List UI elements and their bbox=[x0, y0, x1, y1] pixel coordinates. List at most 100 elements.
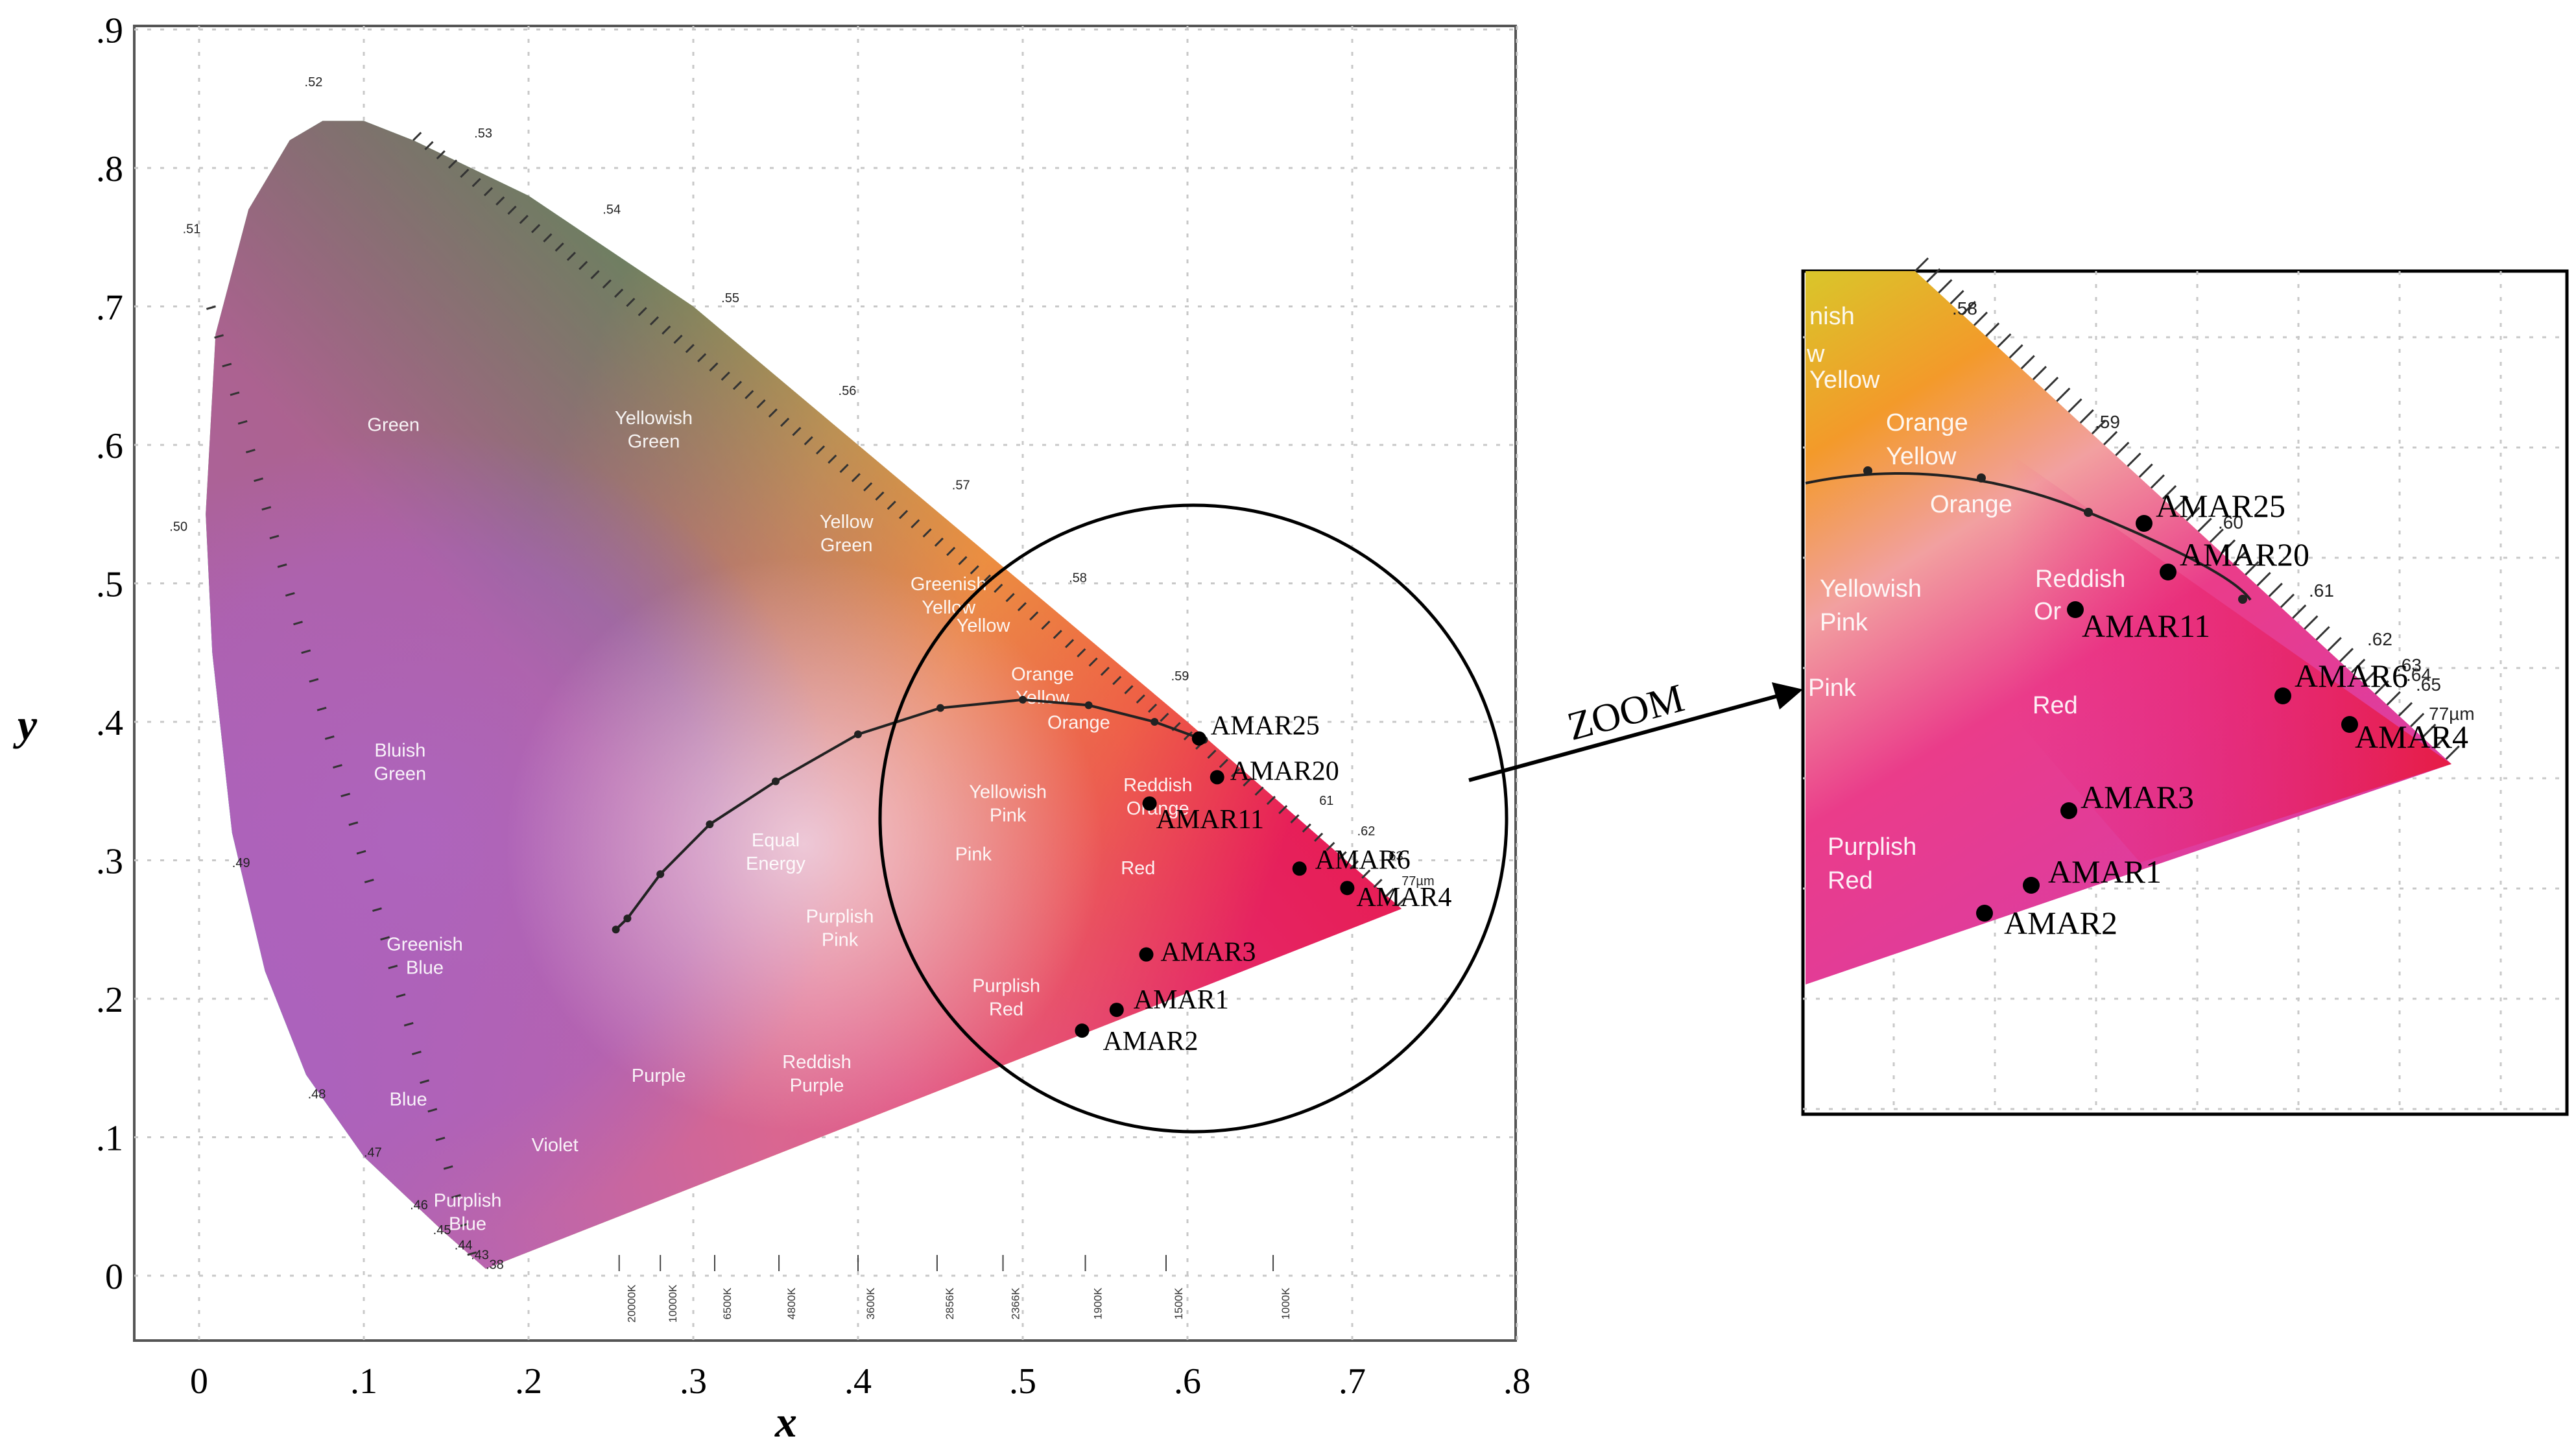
sample-point-label: AMAR6 bbox=[1315, 845, 1411, 875]
hatch-mark bbox=[301, 649, 311, 654]
x-tick-label: .1 bbox=[350, 1361, 377, 1402]
hatch-mark bbox=[946, 547, 956, 556]
region-label-line: Pink bbox=[955, 844, 992, 865]
hatch-mark bbox=[245, 449, 256, 453]
zoom-sample-point-label: AMAR11 bbox=[2082, 608, 2210, 644]
hatch-mark bbox=[1385, 888, 1394, 898]
hatch-mark bbox=[1243, 777, 1252, 787]
region-label: Red bbox=[1121, 858, 1155, 879]
hatch-mark bbox=[709, 362, 719, 372]
hatch-mark bbox=[685, 344, 695, 353]
zoom-hatch-mark bbox=[2056, 387, 2071, 402]
hatch-mark bbox=[566, 252, 577, 261]
zoom-gamut-red bbox=[2010, 454, 2451, 863]
zoom-grid bbox=[1803, 271, 2567, 1114]
hatch-mark bbox=[1302, 823, 1311, 833]
hatch-mark bbox=[578, 261, 588, 270]
region-label-line: Blue bbox=[390, 1089, 427, 1110]
region-label-line: Violet bbox=[532, 1135, 578, 1156]
zoom-hatch-marks bbox=[1914, 257, 2460, 760]
zoom-sample-point bbox=[2341, 716, 2358, 733]
x-tick-label: .5 bbox=[1009, 1361, 1036, 1402]
zoom-hatch-mark bbox=[1997, 333, 2012, 348]
hatch-mark bbox=[911, 519, 920, 529]
hatch-mark bbox=[994, 583, 1003, 593]
zoom-hatch-mark bbox=[2386, 691, 2401, 706]
cct-label: 4800K bbox=[785, 1287, 798, 1320]
hatch-mark bbox=[602, 279, 612, 289]
hatch-mark bbox=[662, 325, 671, 335]
region-label: Purplish Pink bbox=[806, 907, 874, 951]
zoom-region-label: Yellowish Pink bbox=[1820, 575, 1922, 636]
wavelength-label: .63 bbox=[1385, 850, 1403, 864]
hatch-mark bbox=[1147, 703, 1158, 713]
zoom-sample-point bbox=[2060, 802, 2077, 819]
hatch-mark bbox=[348, 821, 359, 826]
hatch-mark bbox=[396, 993, 406, 998]
zoom-hatch-mark bbox=[2315, 626, 2330, 641]
zoom-planckian-locus bbox=[1805, 472, 2252, 601]
hatch-mark bbox=[875, 491, 885, 501]
hatch-mark bbox=[756, 399, 766, 409]
y-tick-labels: 0 .1 .2 .3 .4 .5 .6 .7 .8 .9 bbox=[96, 11, 123, 1298]
locus-tick bbox=[656, 870, 665, 878]
zoom-hatch-mark bbox=[2233, 550, 2248, 565]
zoom-hatch-mark bbox=[1985, 322, 2000, 337]
hatch-mark bbox=[1064, 639, 1075, 649]
hatch-mark bbox=[828, 454, 837, 464]
zoom-region-label: Pink bbox=[1808, 674, 1857, 702]
zoom-hatch-mark bbox=[2197, 518, 2212, 532]
region-label-line: Yellow bbox=[820, 512, 874, 532]
hatch-mark bbox=[293, 621, 303, 626]
region-label-line: Red bbox=[989, 999, 1023, 1020]
wavelength-hatch-marks bbox=[206, 132, 1407, 1256]
hatch-mark bbox=[1314, 832, 1324, 842]
zoom-region-label-line: Reddish bbox=[2035, 566, 2125, 593]
sample-point-label: AMAR25 bbox=[1211, 711, 1320, 741]
hatch-mark bbox=[285, 592, 295, 597]
hatch-mark bbox=[451, 1194, 461, 1199]
region-label: Yellow Green bbox=[820, 512, 874, 556]
region-label: Yellowish Pink bbox=[969, 782, 1047, 826]
wavelength-label: .56 bbox=[839, 384, 857, 398]
cct-label: 1000K bbox=[1280, 1287, 1292, 1320]
hatch-mark bbox=[1337, 851, 1347, 861]
cct-label: 2856K bbox=[944, 1287, 956, 1320]
zoom-hatch-mark bbox=[2127, 452, 2141, 468]
sample-point bbox=[1109, 1003, 1124, 1018]
zoom-region-label-line: Yellowish bbox=[1820, 575, 1922, 603]
zoom-hatch-mark bbox=[2162, 485, 2177, 500]
locus-tick bbox=[1084, 701, 1093, 710]
hatch-mark bbox=[1254, 786, 1264, 796]
x-tick-label: .8 bbox=[1503, 1361, 1531, 1402]
x-tick-label: .7 bbox=[1339, 1361, 1366, 1402]
region-label-line: Purplish bbox=[806, 907, 874, 927]
zoom-hatch-mark bbox=[2256, 571, 2271, 586]
hatch-mark bbox=[269, 534, 280, 540]
hatch-mark bbox=[324, 735, 335, 740]
hatch-mark bbox=[1112, 676, 1122, 686]
zoom-region-label: Or bbox=[2034, 598, 2062, 625]
zoom-hatch-mark bbox=[2363, 669, 2378, 684]
zoom-hatch-mark bbox=[2079, 409, 2094, 424]
region-label: Reddish Purple bbox=[782, 1052, 851, 1096]
zoom-wavelength-label: 77µm bbox=[2429, 704, 2475, 724]
locus-tick bbox=[706, 820, 714, 828]
hatch-mark bbox=[333, 764, 342, 769]
zoom-region-label-line: w bbox=[1806, 340, 1825, 368]
region-label-line: Greenish bbox=[387, 934, 463, 955]
hatch-mark bbox=[483, 187, 493, 197]
region-label-line: Purple bbox=[632, 1066, 686, 1086]
cct-label: 6500K bbox=[721, 1287, 733, 1320]
wavelength-label: .50 bbox=[169, 519, 187, 534]
cct-label: 3600K bbox=[865, 1287, 877, 1320]
wavelength-label: .51 bbox=[183, 222, 201, 236]
region-label: Purple bbox=[632, 1066, 686, 1086]
hatch-mark bbox=[922, 528, 932, 538]
wavelength-label: 77µm bbox=[1401, 874, 1434, 889]
hatch-mark bbox=[1266, 796, 1276, 806]
hatch-mark bbox=[364, 878, 374, 883]
